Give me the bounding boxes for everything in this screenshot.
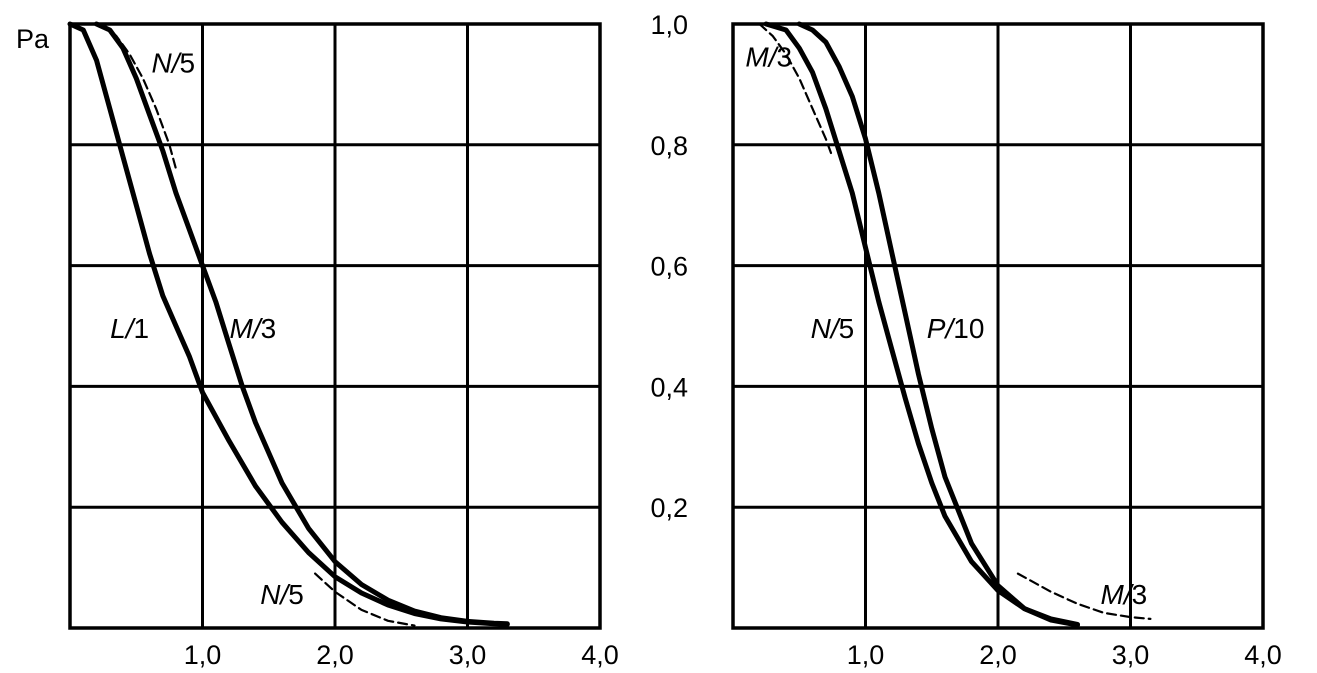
y-tick-label: 0,8 <box>650 131 688 161</box>
y-axis-label: Pa <box>16 24 50 54</box>
left-curves <box>67 21 510 627</box>
y-tick-label: 0,4 <box>650 372 688 402</box>
curve-p-10 <box>796 21 1080 628</box>
right-labels: 1,0 2,0 3,0 4,0 0,2 0,4 0,6 0,8 1,0 M/3 N/5 P/10 M/3 <box>650 10 1281 670</box>
x-tick-label: 1,0 <box>847 640 885 670</box>
curve-n-5-dashed <box>314 572 416 627</box>
curve-label: M/3 <box>745 41 792 72</box>
x-tick-label: 2,0 <box>979 640 1017 670</box>
x-tick-label: 2,0 <box>316 640 354 670</box>
right-curves <box>758 21 1152 628</box>
curve-label: L/1 <box>110 313 149 344</box>
curve-label: M/3 <box>230 313 277 344</box>
plot-frame <box>68 22 602 630</box>
curve-label: N/5 <box>152 47 196 78</box>
curve-n-5 <box>763 21 1080 627</box>
right-grid <box>731 22 1265 630</box>
curve-label: N/5 <box>260 579 304 610</box>
right-chart-panel: 1,0 2,0 3,0 4,0 0,2 0,4 0,6 0,8 1,0 M/3 N/5 P/10 M/3 <box>650 10 1281 670</box>
curve-n-5-dashed <box>102 22 178 171</box>
curve-label: N/5 <box>811 313 855 344</box>
y-tick-label: 0,2 <box>650 493 688 523</box>
x-tick-label: 4,0 <box>581 640 619 670</box>
x-tick-label: 4,0 <box>1244 640 1282 670</box>
x-tick-label: 3,0 <box>449 640 487 670</box>
plot-frame <box>731 22 1265 630</box>
x-tick-label: 1,0 <box>184 640 222 670</box>
y-tick-label: 0,6 <box>650 252 688 282</box>
left-chart-panel: 1,0 2,0 3,0 4,0 Pa N/5 L/1 M/3 N/5 <box>16 21 619 670</box>
y-tick-label: 1,0 <box>650 10 688 40</box>
curve-m-3 <box>94 21 510 627</box>
curve-m-3-dashed <box>1016 572 1152 620</box>
x-tick-label: 3,0 <box>1112 640 1150 670</box>
curve-label: M/3 <box>1101 579 1148 610</box>
curve-m-3-dashed <box>758 22 834 158</box>
curve-label: P/10 <box>927 313 985 344</box>
left-labels: 1,0 2,0 3,0 4,0 Pa N/5 L/1 M/3 N/5 <box>16 24 619 670</box>
